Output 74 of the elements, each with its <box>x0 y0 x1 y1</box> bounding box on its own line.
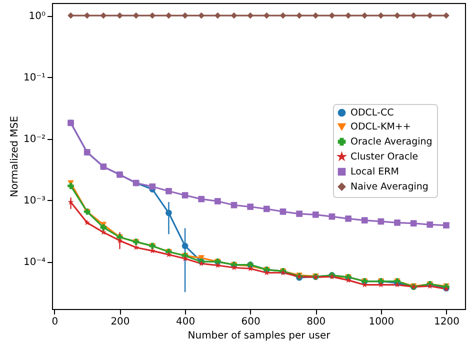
point <box>410 12 417 19</box>
legend-label: ODCL-KM++ <box>350 122 411 133</box>
point <box>100 224 107 231</box>
point <box>100 12 107 19</box>
y-tick-label: 10⁰ <box>28 11 46 22</box>
point <box>231 264 238 270</box>
point <box>410 220 417 226</box>
point <box>149 183 156 190</box>
point <box>328 213 336 220</box>
point <box>68 12 74 19</box>
point <box>312 212 319 218</box>
legend-label: Cluster Oracle <box>350 152 418 163</box>
point <box>247 265 254 272</box>
point <box>116 237 123 244</box>
y-tick-label: 10⁻³ <box>23 196 46 207</box>
point <box>312 12 319 19</box>
x-tick-label: 1000 <box>368 316 394 328</box>
point <box>214 262 221 268</box>
point <box>280 12 286 19</box>
legend-label: Local ERM <box>350 166 399 178</box>
point <box>214 198 221 204</box>
legend-label: Naive Averaging <box>350 182 428 193</box>
legend-label: ODCL-CC <box>350 108 394 119</box>
point <box>378 218 384 225</box>
point <box>296 210 302 217</box>
point <box>182 192 188 198</box>
point <box>443 12 450 19</box>
point <box>443 222 450 228</box>
y-tick-label: 10⁻² <box>23 134 46 146</box>
point <box>361 12 368 19</box>
point <box>247 204 254 210</box>
point <box>426 221 434 228</box>
y-axis-title: Normalized MSE <box>9 116 20 198</box>
x-tick-label: 400 <box>176 316 196 328</box>
point <box>84 12 90 19</box>
point <box>361 217 368 224</box>
point <box>166 210 172 216</box>
point <box>345 277 352 283</box>
x-axis-title: Number of samples per user <box>188 330 332 342</box>
point <box>149 12 156 19</box>
point <box>166 188 172 194</box>
point <box>264 12 270 19</box>
point <box>264 206 270 212</box>
point <box>280 208 286 215</box>
point <box>198 196 205 202</box>
point <box>426 12 434 19</box>
point <box>345 12 352 19</box>
x-tick-label: 600 <box>241 316 260 328</box>
point <box>214 12 221 19</box>
point <box>328 12 336 19</box>
point <box>84 220 90 226</box>
x-tick-label: 800 <box>306 316 326 328</box>
y-tick-label: 10⁻¹ <box>23 72 46 84</box>
point <box>230 12 238 19</box>
point <box>394 12 400 19</box>
y-tick-label: 10⁻⁴ <box>23 257 46 268</box>
point <box>296 12 302 19</box>
point <box>345 215 352 222</box>
point <box>166 12 172 19</box>
point <box>247 12 254 19</box>
point <box>68 182 74 190</box>
point <box>394 220 400 226</box>
x-tick-label: 1200 <box>434 316 460 328</box>
point <box>230 202 238 208</box>
point <box>378 12 384 19</box>
point <box>182 12 188 19</box>
x-tick-label: 0 <box>52 316 58 328</box>
x-tick-label: 200 <box>110 316 130 328</box>
point <box>182 242 188 250</box>
legend-label: Oracle Averaging <box>350 136 432 148</box>
point <box>132 12 140 19</box>
point <box>198 12 205 19</box>
point <box>378 282 384 288</box>
point <box>116 12 123 19</box>
